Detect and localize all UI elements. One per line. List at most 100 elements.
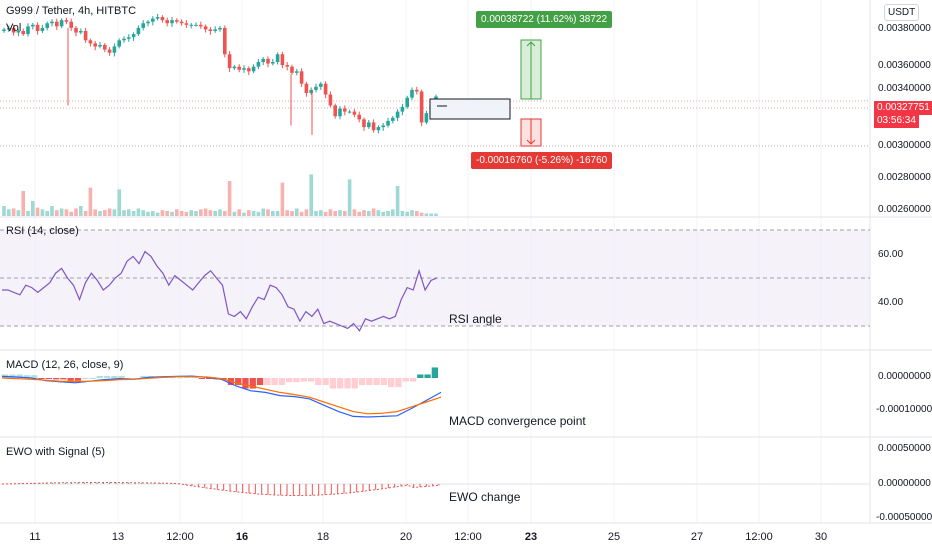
candle-body	[98, 44, 102, 47]
measure-down-label: -0.00016760 (-5.26%) -16760	[471, 152, 613, 169]
measure-tool[interactable]	[429, 39, 542, 147]
candle-body	[295, 71, 299, 73]
candle-body	[179, 21, 184, 24]
currency-selector[interactable]: USDT	[884, 4, 920, 21]
rsi-legend[interactable]: RSI (14, close)	[6, 225, 79, 237]
candle-body	[141, 23, 145, 28]
macd-histogram-bar	[67, 378, 74, 381]
ewo-legend[interactable]: EWO with Signal (5)	[6, 446, 106, 458]
volume-bar	[415, 211, 419, 216]
candle-body	[203, 26, 208, 30]
macd-histogram-bar	[205, 378, 213, 379]
volume-bar	[184, 211, 189, 216]
volume-bar	[295, 208, 299, 216]
macd-histogram-bar	[373, 378, 380, 386]
time-axis-label: 12:00	[166, 531, 194, 543]
candle-body	[184, 23, 189, 25]
volume-bar	[59, 208, 64, 216]
volume-bar	[381, 211, 385, 216]
candle-body	[218, 27, 222, 30]
candle-body	[227, 54, 232, 69]
candle-body	[242, 68, 246, 70]
volume-legend[interactable]: Vol	[6, 22, 22, 34]
volume-bar	[35, 207, 40, 216]
price-axis-label: 0.00340000	[878, 83, 931, 94]
macd-histogram-bar	[278, 378, 286, 386]
volume-bar	[333, 211, 337, 216]
macd-histogram-bar	[140, 375, 147, 378]
volume-bar	[237, 209, 241, 216]
candle-body	[352, 111, 357, 115]
ewo-histogram	[7, 482, 440, 496]
macd-histogram-bar	[388, 378, 395, 388]
macd-histogram-bar	[103, 375, 111, 378]
candle-body	[410, 89, 414, 98]
macd-legend[interactable]: MACD (12, 26, close, 9)	[6, 359, 124, 371]
volume-bar	[343, 211, 347, 216]
rsi-pane	[0, 229, 870, 332]
macd-histogram-bar	[380, 378, 388, 386]
candle-body	[199, 24, 203, 27]
time-axis-label: 16	[235, 531, 249, 543]
candle-body	[74, 27, 78, 33]
volume-bar	[194, 211, 198, 216]
volume-bar	[256, 211, 261, 216]
candle-body	[7, 27, 11, 30]
candle-body	[299, 71, 304, 84]
macd-histogram-bar	[82, 378, 89, 379]
candle-body	[107, 49, 112, 53]
macd-histogram-bar	[198, 378, 205, 379]
volume-bar	[69, 211, 73, 216]
price-axis-label: 0.00360000	[878, 60, 931, 71]
candle-body	[343, 108, 347, 112]
volume-bar	[280, 182, 285, 216]
macd-histogram-bar	[322, 378, 329, 386]
candle-body	[40, 27, 45, 31]
candle-body	[347, 111, 352, 113]
volume-bar	[127, 209, 131, 216]
macd-histogram-bar	[16, 374, 23, 378]
volume-bar	[93, 209, 97, 216]
macd-histogram-bar	[256, 378, 264, 386]
macd-histogram-bar	[358, 378, 366, 386]
volume-bar	[328, 209, 333, 216]
macd-histogram-bar	[52, 378, 60, 380]
candle-body	[424, 113, 429, 123]
volume-bar	[40, 209, 45, 216]
volume-bar	[275, 211, 280, 216]
volume-bar	[419, 212, 424, 216]
candle-body	[155, 17, 160, 19]
ewo-axis-label: -0.00050000	[876, 512, 932, 523]
candle-body	[376, 127, 381, 131]
candle-body	[69, 21, 73, 28]
volume-bar	[347, 179, 352, 216]
volume-bar	[131, 211, 136, 216]
volume-bar	[362, 210, 366, 216]
macd-histogram-bar	[235, 378, 242, 386]
candle-body	[362, 119, 366, 128]
candle-body	[2, 29, 6, 31]
symbol-title[interactable]: G999 / Tether, 4h, HITBTC	[6, 5, 137, 17]
candle-body	[11, 27, 16, 33]
candle-body	[189, 24, 193, 26]
macd-histogram-bar	[300, 378, 307, 382]
candle-body	[280, 54, 285, 66]
volume-bar	[429, 213, 433, 216]
time-axis-label: 20	[399, 531, 413, 543]
candle-body	[400, 106, 405, 112]
candle-body	[261, 58, 265, 62]
volume-bar	[160, 210, 165, 216]
candle-body	[151, 18, 155, 22]
macd-axis-label: -0.00010000	[876, 404, 932, 415]
time-axis-label: 12:00	[454, 531, 482, 543]
candle-body	[131, 34, 136, 38]
candle-body	[266, 58, 270, 64]
macd-histogram-bar	[417, 374, 424, 378]
volume-bar	[371, 208, 376, 216]
macd-histogram-bar	[315, 378, 322, 386]
macd-line	[1, 375, 442, 418]
rsi-annotation: RSI angle	[449, 312, 502, 326]
candle-body	[367, 122, 371, 128]
macd-histogram-bar	[271, 378, 278, 386]
